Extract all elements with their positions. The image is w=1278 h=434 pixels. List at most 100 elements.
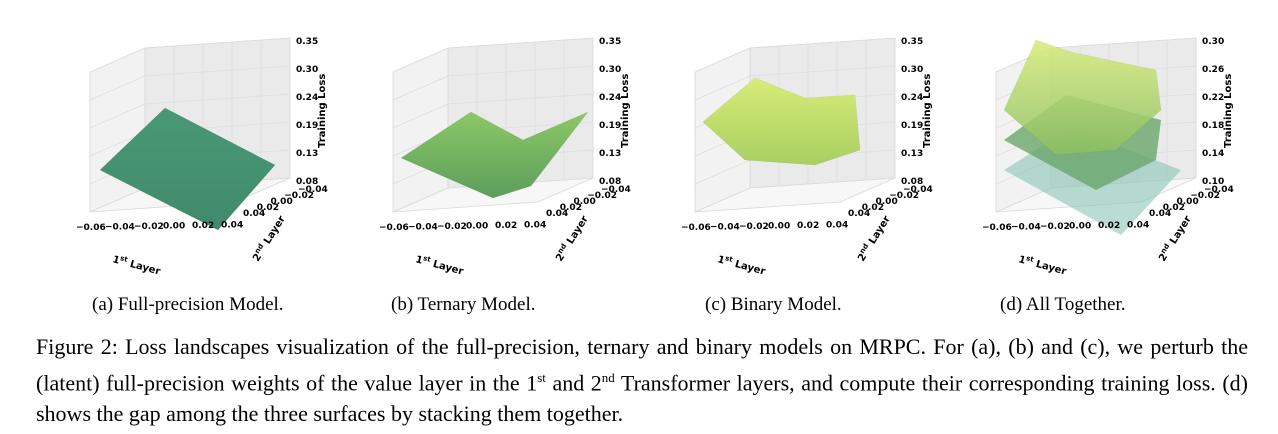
subcaption-c: (c) Binary Model. bbox=[705, 294, 842, 315]
x-tick-label: −0.06 bbox=[982, 223, 1012, 233]
x-tick-label: −0.04 bbox=[710, 223, 740, 233]
x-tick-label: 0.04 bbox=[1127, 221, 1149, 231]
x-axis-label: 1st Layer bbox=[1017, 252, 1068, 277]
x-tick-label: 0.04 bbox=[221, 221, 243, 231]
y-axis-label: 2nd Layer bbox=[553, 213, 591, 264]
z-tick-label: 0.35 bbox=[901, 37, 923, 47]
y-tick-label: 0.04 bbox=[848, 209, 870, 219]
loss-surface-plot: 0.08 0.13 0.19 0.24 0.30 0.35 Training Loss −0.… bbox=[379, 37, 631, 278]
caption-mid: and 2 bbox=[545, 370, 602, 396]
z-tick-label: 0.13 bbox=[599, 149, 621, 159]
x-tick-label: −0.06 bbox=[681, 223, 711, 233]
z-tick-label: 0.08 bbox=[901, 177, 923, 187]
x-tick-label: 0.04 bbox=[524, 221, 546, 231]
y-tick-label: −0.04 bbox=[1204, 185, 1234, 195]
x-tick-label: −0.02 bbox=[134, 222, 164, 232]
panel-c: 0.08 0.13 0.19 0.24 0.30 0.35 Training Loss −0.… bbox=[645, 0, 945, 285]
figure-caption: Figure 2: Loss landscapes visualization … bbox=[36, 331, 1248, 429]
z-tick-label: 0.22 bbox=[1202, 93, 1224, 103]
caption-lead: Figure 2: Loss landscapes visualization … bbox=[36, 334, 1248, 396]
x-tick-label: 0.04 bbox=[826, 221, 848, 231]
y-tick-label: −0.02 bbox=[587, 191, 617, 201]
y-tick-label: −0.04 bbox=[601, 185, 631, 195]
y-tick-label: 0.02 bbox=[257, 203, 279, 213]
z-tick-label: 0.14 bbox=[1202, 149, 1224, 159]
subcaption-d: (d) All Together. bbox=[1000, 294, 1126, 315]
z-axis-label: Training Loss bbox=[922, 74, 933, 148]
x-tick-label: −0.04 bbox=[408, 223, 438, 233]
y-tick-label: −0.02 bbox=[1190, 191, 1220, 201]
z-tick-label: 0.19 bbox=[296, 121, 318, 131]
x-tick-label: 0.02 bbox=[495, 221, 517, 231]
x-tick-label: 0.00 bbox=[1069, 222, 1091, 232]
y-tick-label: 0.04 bbox=[1149, 209, 1171, 219]
z-axis-label: Training Loss bbox=[317, 74, 328, 148]
panel-b: 0.08 0.13 0.19 0.24 0.30 0.35 Training Loss −0.… bbox=[343, 0, 643, 285]
x-axis-label: 1st Layer bbox=[111, 252, 162, 277]
x-tick-label: −0.04 bbox=[105, 223, 135, 233]
loss-surface-plot: 0.08 0.13 0.19 0.24 0.30 0.35 Training Loss −0.… bbox=[76, 37, 328, 278]
z-tick-label: 0.10 bbox=[1202, 177, 1224, 187]
subcaption-a: (a) Full-precision Model. bbox=[92, 294, 284, 315]
loss-surface bbox=[400, 111, 589, 199]
z-tick-label: 0.30 bbox=[599, 65, 621, 75]
y-tick-label: −0.04 bbox=[903, 185, 933, 195]
x-tick-label: −0.04 bbox=[1011, 223, 1041, 233]
x-tick-label: −0.02 bbox=[1040, 222, 1070, 232]
z-tick-label: 0.13 bbox=[901, 149, 923, 159]
x-tick-label: −0.02 bbox=[739, 222, 769, 232]
y-tick-label: 0.02 bbox=[862, 203, 884, 213]
z-tick-label: 0.30 bbox=[296, 65, 318, 75]
x-tick-label: 0.02 bbox=[797, 221, 819, 231]
z-tick-label: 0.26 bbox=[1202, 65, 1224, 75]
z-tick-label: 0.24 bbox=[599, 93, 621, 103]
y-tick-label: 0.00 bbox=[271, 197, 293, 207]
panel-d: 0.10 0.14 0.18 0.22 0.26 0.30 Training Loss −0.… bbox=[946, 0, 1246, 285]
y-tick-label: 0.04 bbox=[243, 209, 265, 219]
y-tick-label: 0.00 bbox=[876, 197, 898, 207]
z-tick-label: 0.13 bbox=[296, 149, 318, 159]
y-tick-label: 0.02 bbox=[1163, 203, 1185, 213]
x-tick-label: −0.06 bbox=[379, 223, 409, 233]
y-tick-label: −0.04 bbox=[298, 185, 328, 195]
y-axis-label: 2nd Layer bbox=[250, 213, 288, 264]
x-tick-label: 0.02 bbox=[192, 221, 214, 231]
y-tick-label: 0.04 bbox=[546, 209, 568, 219]
z-tick-label: 0.08 bbox=[296, 177, 318, 187]
loss-surface-plot: 0.10 0.14 0.18 0.22 0.26 0.30 Training Loss −0.… bbox=[982, 37, 1234, 278]
x-axis-label: 1st Layer bbox=[414, 252, 465, 277]
z-tick-label: 0.24 bbox=[901, 93, 923, 103]
panel-a: 0.08 0.13 0.19 0.24 0.30 0.35 Training Loss −0.… bbox=[40, 0, 340, 285]
y-tick-label: 0.00 bbox=[574, 197, 596, 207]
caption-sup-nd: nd bbox=[601, 370, 615, 385]
x-tick-label: −0.06 bbox=[76, 223, 106, 233]
z-tick-label: 0.08 bbox=[599, 177, 621, 187]
y-tick-label: −0.02 bbox=[284, 191, 314, 201]
y-axis-label: 2nd Layer bbox=[1156, 213, 1194, 264]
y-axis-label: 2nd Layer bbox=[855, 213, 893, 264]
loss-surface bbox=[1003, 39, 1162, 156]
z-tick-label: 0.18 bbox=[1202, 121, 1224, 131]
x-tick-label: −0.02 bbox=[437, 222, 467, 232]
caption-sup-st: st bbox=[537, 370, 546, 385]
y-tick-label: 0.00 bbox=[1177, 197, 1199, 207]
loss-surface-plot: 0.08 0.13 0.19 0.24 0.30 0.35 Training Loss −0.… bbox=[681, 37, 933, 278]
loss-surface bbox=[99, 107, 276, 231]
y-tick-label: 0.02 bbox=[560, 203, 582, 213]
x-tick-label: 0.00 bbox=[163, 222, 185, 232]
z-tick-label: 0.35 bbox=[599, 37, 621, 47]
loss-surface bbox=[702, 77, 861, 166]
y-tick-label: −0.02 bbox=[889, 191, 919, 201]
subcaption-b: (b) Ternary Model. bbox=[391, 294, 536, 315]
x-axis-label: 1st Layer bbox=[716, 252, 767, 277]
x-tick-label: 0.02 bbox=[1098, 221, 1120, 231]
left-pane bbox=[392, 47, 449, 213]
z-tick-label: 0.19 bbox=[599, 121, 621, 131]
z-axis-label: Training Loss bbox=[620, 74, 631, 148]
x-tick-label: 0.00 bbox=[768, 222, 790, 232]
z-tick-label: 0.19 bbox=[901, 121, 923, 131]
z-tick-label: 0.30 bbox=[1202, 37, 1224, 47]
z-tick-label: 0.24 bbox=[296, 93, 318, 103]
caption-tail: Transformer layers, and compute their co… bbox=[36, 370, 1249, 427]
z-axis-label: Training Loss bbox=[1223, 74, 1234, 148]
